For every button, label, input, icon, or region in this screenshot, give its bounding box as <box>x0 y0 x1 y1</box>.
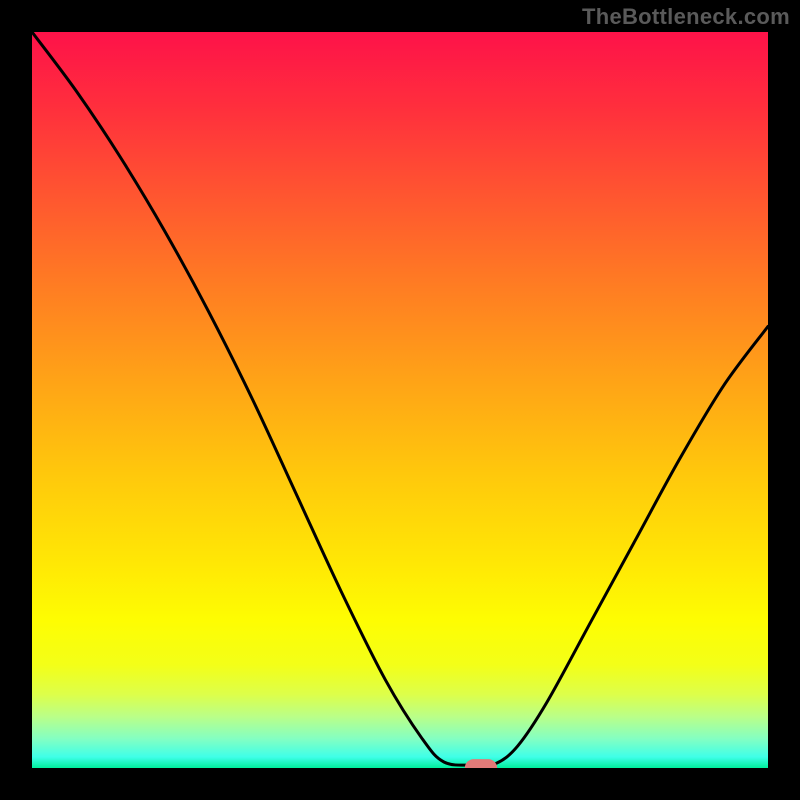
chart-svg <box>32 32 768 768</box>
gradient-background <box>32 32 768 768</box>
watermark-text: TheBottleneck.com <box>582 4 790 30</box>
optimal-marker <box>465 759 497 768</box>
chart-container: TheBottleneck.com <box>0 0 800 800</box>
plot-area <box>32 32 768 768</box>
